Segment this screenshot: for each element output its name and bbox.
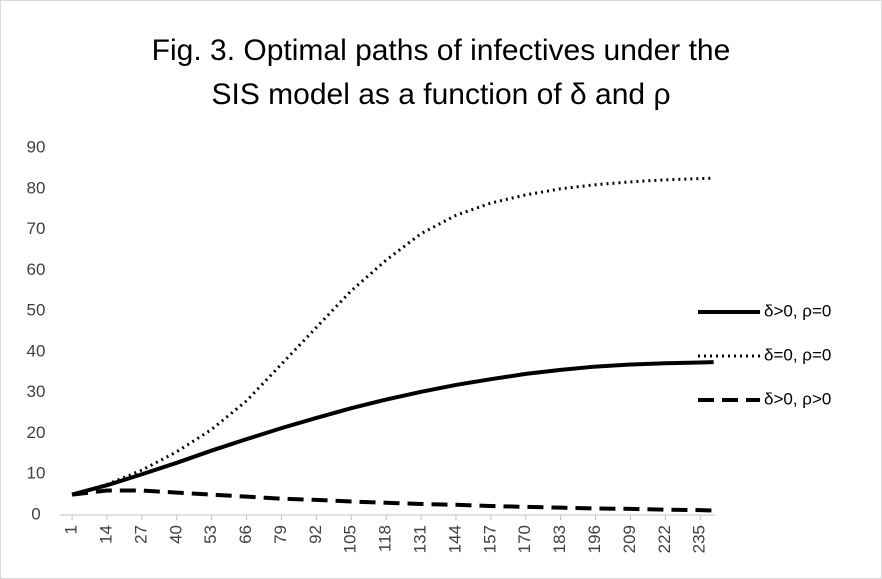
x-tick-label: 14 (96, 525, 115, 544)
legend-label: δ=0, ρ=0 (764, 345, 831, 364)
y-tick-label: 20 (27, 423, 46, 442)
series-line (71, 488, 714, 513)
chart-title: SIS model as a function of δ and ρ (211, 78, 670, 111)
x-tick-label: 144 (445, 525, 464, 553)
y-tick-label: 90 (27, 137, 46, 156)
y-tick-label: 30 (27, 382, 46, 401)
x-tick-label: 183 (550, 525, 569, 553)
x-tick-label: 1 (62, 525, 81, 534)
x-tick-label: 66 (236, 525, 255, 544)
series-line (71, 176, 714, 497)
x-tick-label: 79 (271, 525, 290, 544)
x-tick-label: 131 (411, 525, 430, 553)
x-tick-label: 40 (166, 525, 185, 544)
legend-label: δ>0, ρ=0 (764, 301, 831, 320)
chart-title: Fig. 3. Optimal paths of infectives unde… (152, 34, 731, 67)
x-tick-label: 92 (306, 525, 325, 544)
y-tick-label: 10 (27, 464, 46, 483)
x-tick-label: 235 (690, 525, 709, 553)
series-line (71, 360, 714, 497)
y-tick-label: 80 (27, 178, 46, 197)
legend-label: δ>0, ρ>0 (764, 389, 831, 408)
y-tick-label: 50 (27, 301, 46, 320)
y-tick-label: 0 (31, 504, 40, 523)
x-tick-label: 209 (620, 525, 639, 553)
x-tick-label: 196 (585, 525, 604, 553)
y-tick-label: 40 (27, 341, 46, 360)
y-tick-label: 60 (27, 260, 46, 279)
x-tick-label: 157 (480, 525, 499, 553)
x-tick-label: 170 (515, 525, 534, 553)
x-tick-label: 118 (376, 525, 395, 552)
x-tick-label: 105 (341, 525, 360, 553)
x-tick-label: 53 (201, 525, 220, 544)
y-tick-label: 70 (27, 219, 46, 238)
x-tick-label: 222 (655, 525, 674, 553)
x-tick-label: 27 (131, 525, 150, 544)
